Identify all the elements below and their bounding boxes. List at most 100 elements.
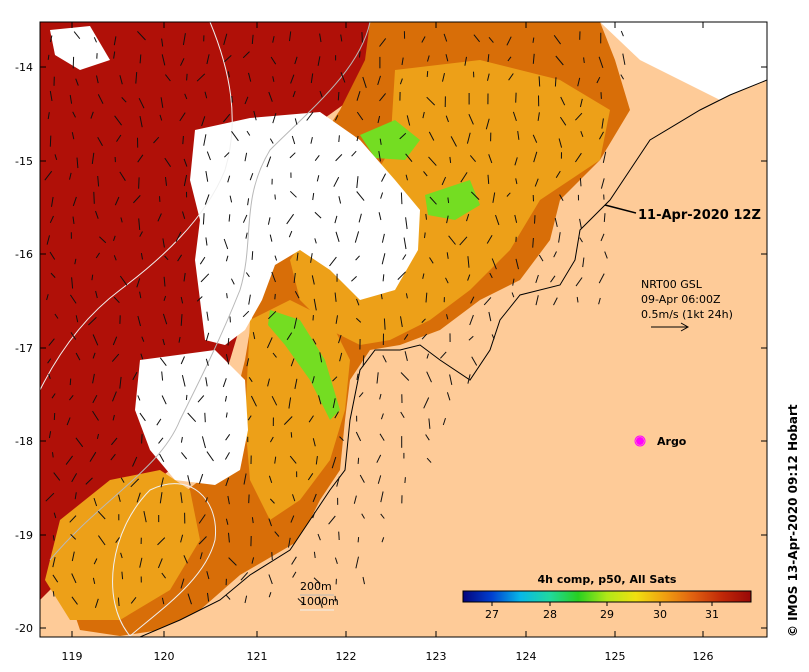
current-vector — [114, 196, 120, 206]
current-vector — [119, 171, 126, 181]
isobath-contour-3 — [112, 483, 217, 637]
lon-tick-label: 120 — [154, 650, 175, 663]
current-vector — [156, 418, 162, 426]
current-vector — [88, 316, 97, 326]
current-vector — [334, 292, 337, 302]
current-vector — [70, 533, 77, 540]
current-vector — [600, 178, 605, 189]
current-vector — [138, 218, 141, 230]
current-vector — [380, 513, 385, 519]
current-vector — [355, 255, 360, 261]
current-vector — [251, 251, 254, 260]
current-vector — [49, 135, 52, 147]
current-vector — [397, 271, 406, 280]
current-vector — [51, 196, 54, 207]
current-vector — [331, 456, 337, 469]
current-vector — [426, 353, 429, 359]
current-vector — [328, 515, 336, 525]
current-vector — [532, 134, 538, 143]
current-vector — [159, 492, 163, 504]
current-vector — [135, 72, 138, 84]
current-vector — [112, 391, 117, 402]
current-vector — [296, 252, 299, 261]
current-vector — [334, 557, 338, 564]
current-vector — [248, 294, 251, 305]
current-vector — [53, 472, 61, 481]
current-vector — [333, 176, 340, 187]
current-vector — [96, 75, 99, 84]
current-vector — [111, 353, 120, 362]
current-vector — [293, 317, 298, 329]
current-vector — [141, 336, 145, 342]
current-vector — [274, 255, 278, 261]
current-vector — [116, 134, 122, 142]
current-vector — [532, 37, 535, 43]
current-vector — [159, 357, 167, 367]
current-vector — [140, 353, 144, 360]
current-vector — [120, 217, 123, 223]
current-vector — [428, 156, 437, 166]
current-vector — [204, 91, 208, 99]
current-vector — [120, 552, 123, 559]
current-vector — [206, 54, 210, 65]
current-vector — [290, 74, 295, 84]
current-vector — [139, 412, 146, 422]
current-vector — [205, 171, 209, 182]
current-vector — [92, 410, 99, 421]
sea-cool-patch-2 — [360, 120, 420, 160]
current-vector — [449, 156, 452, 163]
current-vector — [205, 377, 208, 387]
current-vector — [340, 72, 346, 83]
current-vector — [358, 392, 364, 398]
current-vector — [49, 215, 54, 224]
current-vector — [242, 214, 248, 223]
current-vector — [511, 292, 515, 298]
current-vector — [421, 318, 426, 323]
current-vector — [329, 256, 337, 267]
current-vector — [93, 191, 95, 204]
current-vector — [91, 274, 94, 281]
current-vector — [312, 338, 317, 345]
current-vector — [339, 436, 344, 441]
current-vector — [538, 254, 544, 262]
current-vector — [113, 255, 117, 261]
current-vector — [306, 111, 314, 121]
current-vector — [313, 298, 317, 311]
current-vector — [204, 412, 206, 423]
current-vector — [308, 415, 314, 423]
current-vector — [380, 294, 383, 300]
current-vector — [313, 577, 321, 584]
current-vector — [598, 131, 604, 140]
current-vector — [225, 354, 230, 365]
current-vector — [75, 437, 84, 448]
current-vector — [339, 352, 343, 362]
sea-mid-south — [45, 470, 200, 620]
current-vector — [429, 257, 434, 264]
current-vector — [121, 571, 124, 580]
current-vector — [579, 237, 583, 243]
current-vector — [288, 537, 291, 548]
current-vector — [351, 150, 357, 157]
current-vector — [491, 258, 497, 270]
current-vector — [139, 54, 142, 64]
current-vector — [313, 551, 316, 558]
current-vector — [376, 372, 379, 384]
current-vector — [95, 210, 99, 219]
current-vector — [559, 194, 564, 202]
current-vector — [242, 51, 250, 59]
current-vector — [92, 334, 99, 346]
current-vector — [227, 175, 231, 183]
current-vector — [579, 178, 582, 187]
current-vector — [93, 37, 97, 43]
current-vector — [180, 436, 183, 443]
current-vector — [428, 418, 431, 429]
current-vector — [535, 295, 539, 306]
current-vector — [381, 537, 385, 543]
current-vector — [427, 55, 430, 62]
current-vector — [229, 195, 233, 203]
current-vector — [196, 73, 206, 82]
current-vector — [560, 96, 566, 106]
current-vector — [161, 395, 167, 405]
current-vector — [382, 274, 385, 282]
current-vector — [598, 297, 601, 305]
